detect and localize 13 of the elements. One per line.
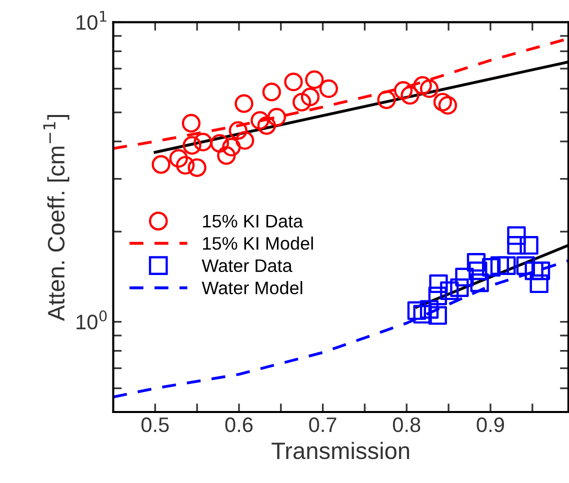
legend-label: Water Data: [202, 259, 292, 272]
x-axis-title: Transmission: [272, 442, 410, 460]
y-tick-label: 10$^{1}$: [76, 11, 106, 30]
legend-label: Water Model: [202, 281, 302, 294]
legend-label: 15% KI Model: [203, 236, 313, 250]
y-axis-title: Atten. Coeff. [cm$^{−1}$]: [43, 115, 70, 321]
legend-label: 15% KI Data: [203, 214, 304, 228]
y-tick-label: 10$^{0}$: [76, 310, 107, 330]
x-tick-label: 0.6: [225, 417, 253, 432]
x-tick-label: 0.8: [392, 417, 420, 432]
x-tick-label: 0.7: [309, 417, 336, 432]
x-tick-label: 0.9: [476, 417, 504, 432]
x-tick-label: 0.5: [141, 417, 169, 432]
